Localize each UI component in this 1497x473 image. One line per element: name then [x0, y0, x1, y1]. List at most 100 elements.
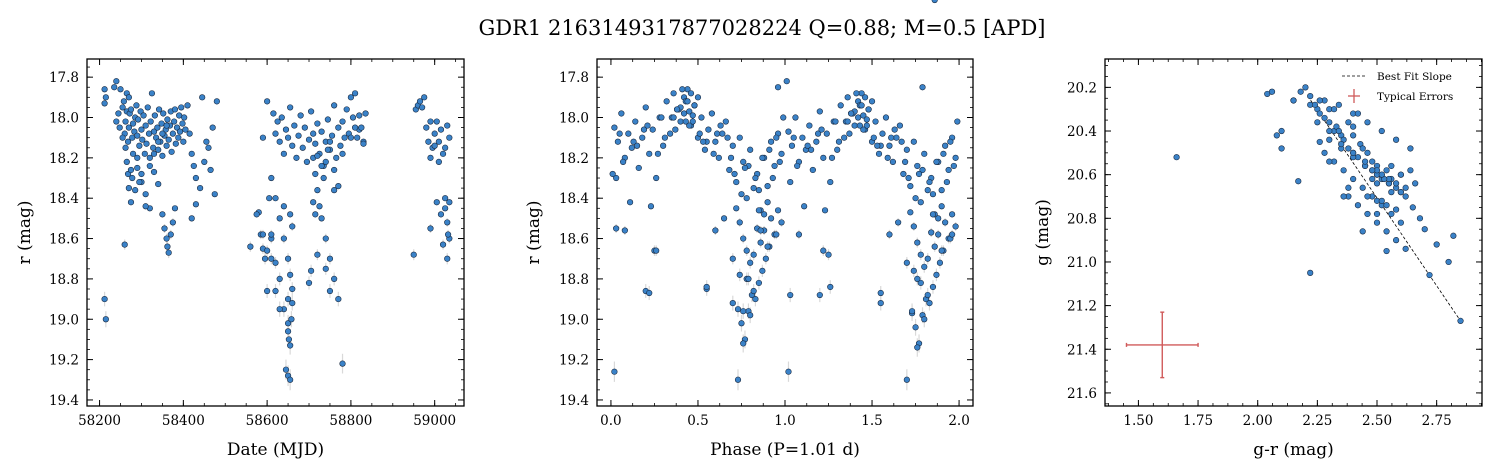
data-point	[820, 154, 827, 161]
data-point	[1364, 119, 1371, 126]
data-point	[154, 124, 161, 131]
data-point	[926, 300, 933, 307]
phase-folded-panel: 0.0 0.5 1.0 1.5 2.0 17.8 18.0 18.2 18.4 18.6 18.8 1…	[524, 0, 974, 460]
data-point	[647, 203, 655, 210]
y-tick-label: 21.6	[1067, 386, 1097, 402]
data-point	[1326, 136, 1333, 143]
x-tick-label: 2.0	[948, 413, 969, 429]
data-point	[870, 134, 877, 141]
x-tick-label: 58600	[246, 413, 289, 429]
data-point	[938, 203, 945, 210]
data-point	[144, 104, 151, 111]
data-point	[1426, 271, 1433, 279]
data-point	[767, 138, 775, 145]
y-tick-label: 19.4	[49, 393, 79, 409]
x-tick-label: 58200	[78, 413, 121, 429]
y-axis-label: g (mag)	[1033, 199, 1053, 266]
data-point	[734, 376, 742, 383]
data-point	[912, 324, 919, 331]
data-point	[895, 219, 902, 226]
data-point	[1268, 88, 1276, 95]
data-point	[113, 78, 120, 85]
data-point	[1445, 258, 1452, 266]
data-point	[1350, 175, 1357, 183]
data-point	[942, 142, 949, 149]
data-point	[442, 144, 449, 151]
data-point	[750, 287, 757, 295]
data-point	[168, 148, 175, 155]
data-point	[169, 130, 176, 137]
data-point	[446, 134, 453, 141]
data-point	[1326, 119, 1333, 126]
data-point	[696, 130, 703, 137]
data-point	[431, 130, 438, 137]
data-point	[1345, 184, 1352, 191]
data-point	[682, 118, 689, 125]
data-point	[427, 118, 434, 125]
data-point	[611, 368, 618, 375]
data-point	[446, 199, 453, 206]
data-point	[933, 271, 940, 278]
data-point	[211, 191, 218, 198]
data-point	[952, 154, 959, 161]
data-point	[750, 251, 757, 258]
data-point	[272, 287, 279, 295]
data-point	[766, 146, 773, 153]
data-point	[741, 164, 749, 172]
data-point	[163, 142, 170, 149]
data-point	[335, 182, 342, 190]
data-point	[120, 98, 127, 105]
data-point	[322, 158, 329, 165]
data-point	[747, 312, 754, 319]
data-point	[427, 154, 434, 161]
data-point	[287, 376, 294, 383]
y-tick-label: 19.0	[49, 312, 79, 328]
data-point	[877, 289, 884, 297]
data-point	[155, 180, 162, 188]
x-tick-label: 59000	[413, 413, 456, 429]
data-point	[264, 287, 271, 295]
data-point	[794, 162, 801, 170]
data-point	[188, 150, 195, 157]
y-tick-label: 18.8	[559, 272, 589, 288]
y-tick-label: 20.6	[1067, 168, 1097, 184]
data-point	[272, 195, 279, 202]
data-point	[314, 251, 321, 258]
data-point	[289, 285, 296, 293]
data-point	[917, 199, 924, 206]
data-point	[115, 110, 122, 117]
data-point	[303, 158, 311, 165]
data-point	[339, 360, 346, 367]
data-point	[287, 211, 294, 218]
data-point	[689, 118, 696, 125]
y-tick-label: 20.4	[1067, 124, 1097, 140]
data-point	[259, 231, 267, 238]
data-point	[339, 150, 346, 157]
y-tick-label: 19.4	[559, 393, 589, 409]
data-point	[736, 271, 743, 278]
data-point	[124, 138, 132, 145]
data-point	[1457, 317, 1464, 324]
data-point	[774, 84, 782, 91]
data-point	[808, 146, 815, 153]
data-point	[280, 203, 287, 210]
data-point	[310, 199, 317, 206]
data-point	[268, 174, 275, 182]
data-point	[905, 174, 912, 182]
data-point	[259, 134, 267, 141]
data-point	[425, 138, 432, 145]
data-point	[700, 138, 707, 145]
data-point	[729, 300, 736, 307]
data-point	[1383, 247, 1390, 255]
data-point	[1364, 210, 1371, 218]
data-point	[289, 223, 296, 230]
data-point	[136, 142, 143, 149]
data-point	[889, 158, 897, 165]
data-point	[358, 124, 365, 131]
data-point	[731, 170, 738, 178]
data-point	[164, 243, 171, 250]
data-point	[278, 114, 285, 121]
data-point	[778, 150, 785, 157]
data-point	[416, 98, 424, 105]
data-point	[1307, 269, 1314, 276]
